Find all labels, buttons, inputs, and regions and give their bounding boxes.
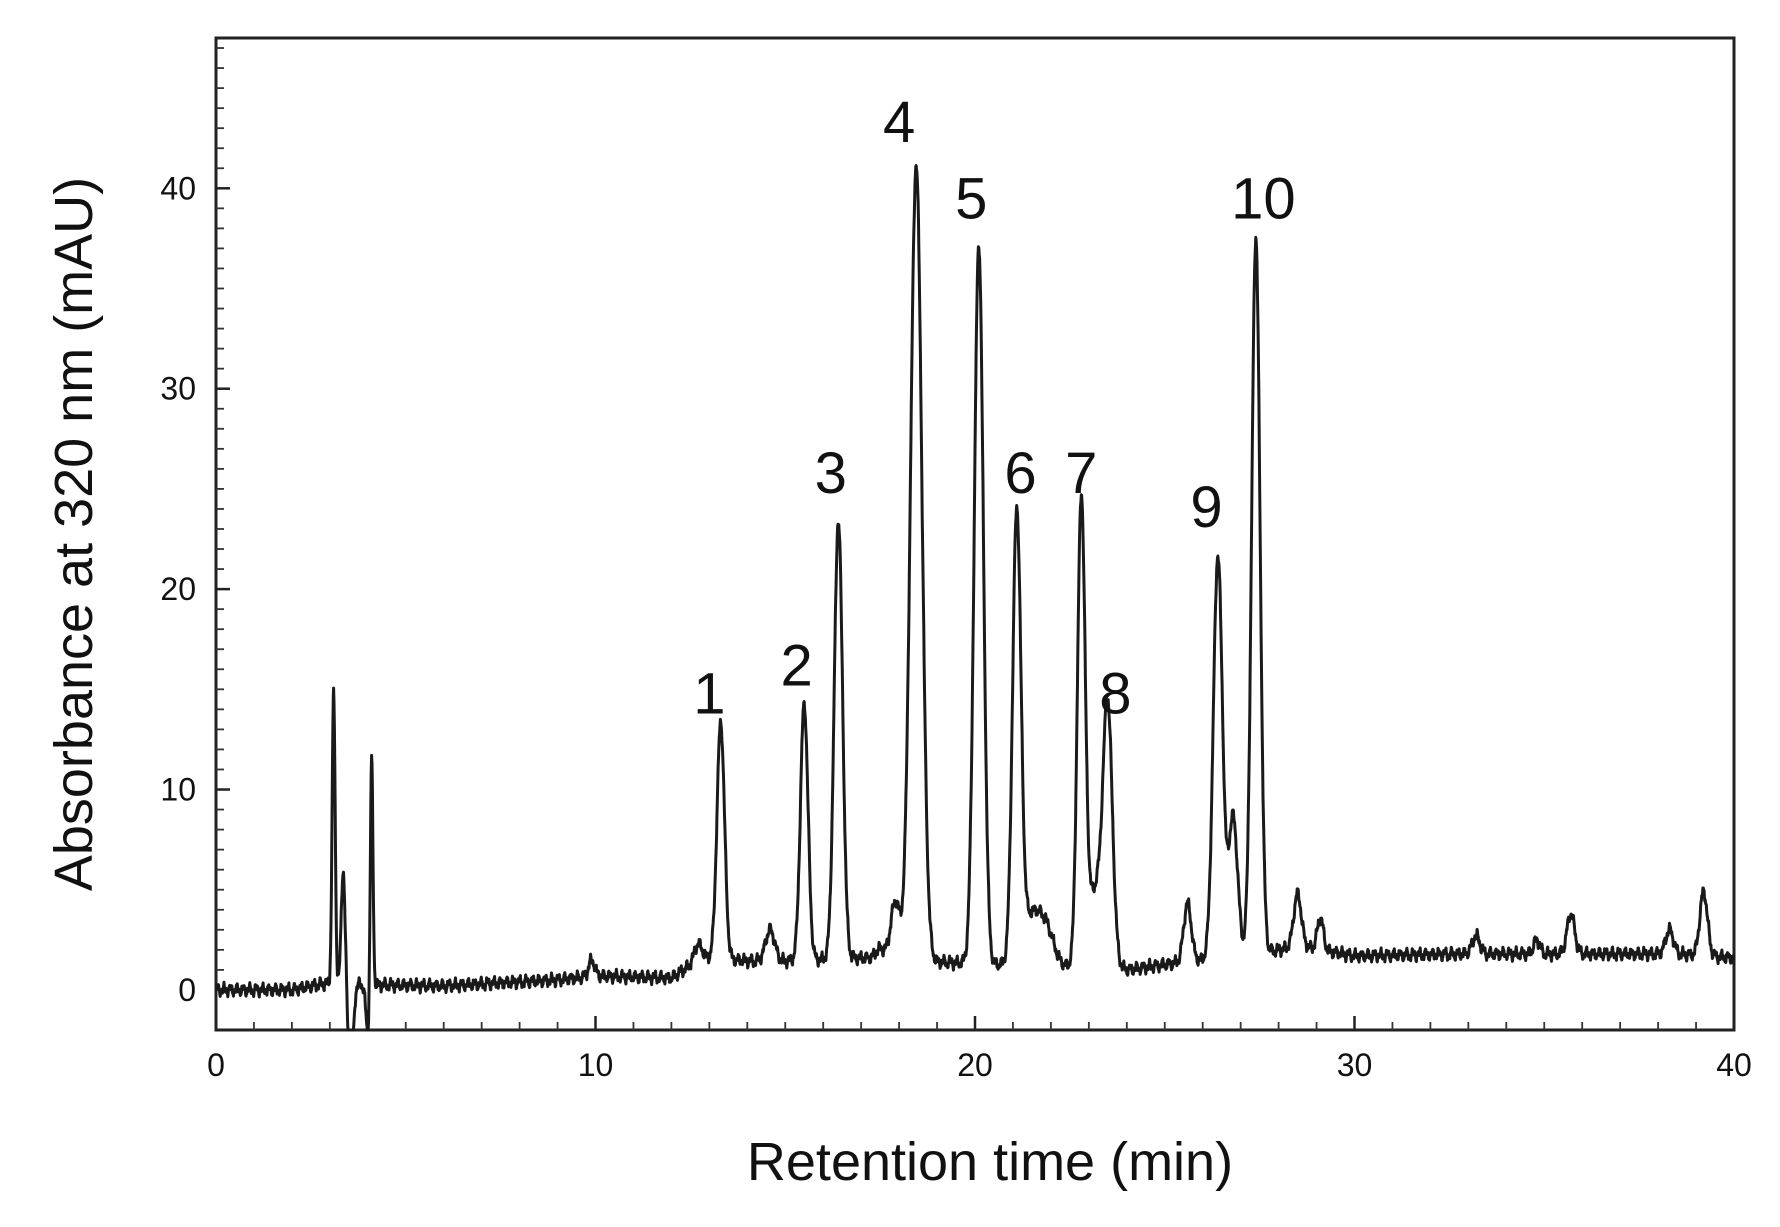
x-tick-label: 30 bbox=[1337, 1047, 1373, 1083]
y-tick-label: 20 bbox=[160, 571, 196, 607]
peak-label-5: 5 bbox=[955, 166, 987, 231]
y-axis-title: Absorbance at 320 nm (mAU) bbox=[44, 177, 104, 891]
peak-label-10: 10 bbox=[1231, 166, 1296, 231]
y-tick-label: 10 bbox=[160, 772, 196, 808]
x-tick-label: 0 bbox=[207, 1047, 225, 1083]
y-tick-label: 40 bbox=[160, 170, 196, 206]
peak-label-7: 7 bbox=[1065, 441, 1097, 506]
y-tick-label: 0 bbox=[178, 972, 196, 1008]
major-ticks bbox=[214, 187, 1736, 1030]
peak-label-1: 1 bbox=[693, 661, 725, 726]
peak-label-2: 2 bbox=[781, 633, 813, 698]
y-tick-label: 30 bbox=[160, 371, 196, 407]
peak-label-4: 4 bbox=[883, 90, 915, 155]
x-axis-title: Retention time (min) bbox=[747, 1132, 1233, 1192]
peak-label-3: 3 bbox=[815, 441, 847, 506]
peak-label-8: 8 bbox=[1099, 661, 1131, 726]
x-tick-label: 20 bbox=[957, 1047, 993, 1083]
x-tick-labels: 0 10 20 30 40 bbox=[207, 1047, 1752, 1083]
x-tick-label: 40 bbox=[1716, 1047, 1752, 1083]
chromatogram-trace bbox=[214, 164, 1736, 1032]
y-tick-labels: 0 10 20 30 40 bbox=[160, 170, 196, 1008]
x-tick-label: 10 bbox=[578, 1047, 614, 1083]
peak-label-9: 9 bbox=[1190, 475, 1222, 540]
peak-label-6: 6 bbox=[1004, 441, 1036, 506]
